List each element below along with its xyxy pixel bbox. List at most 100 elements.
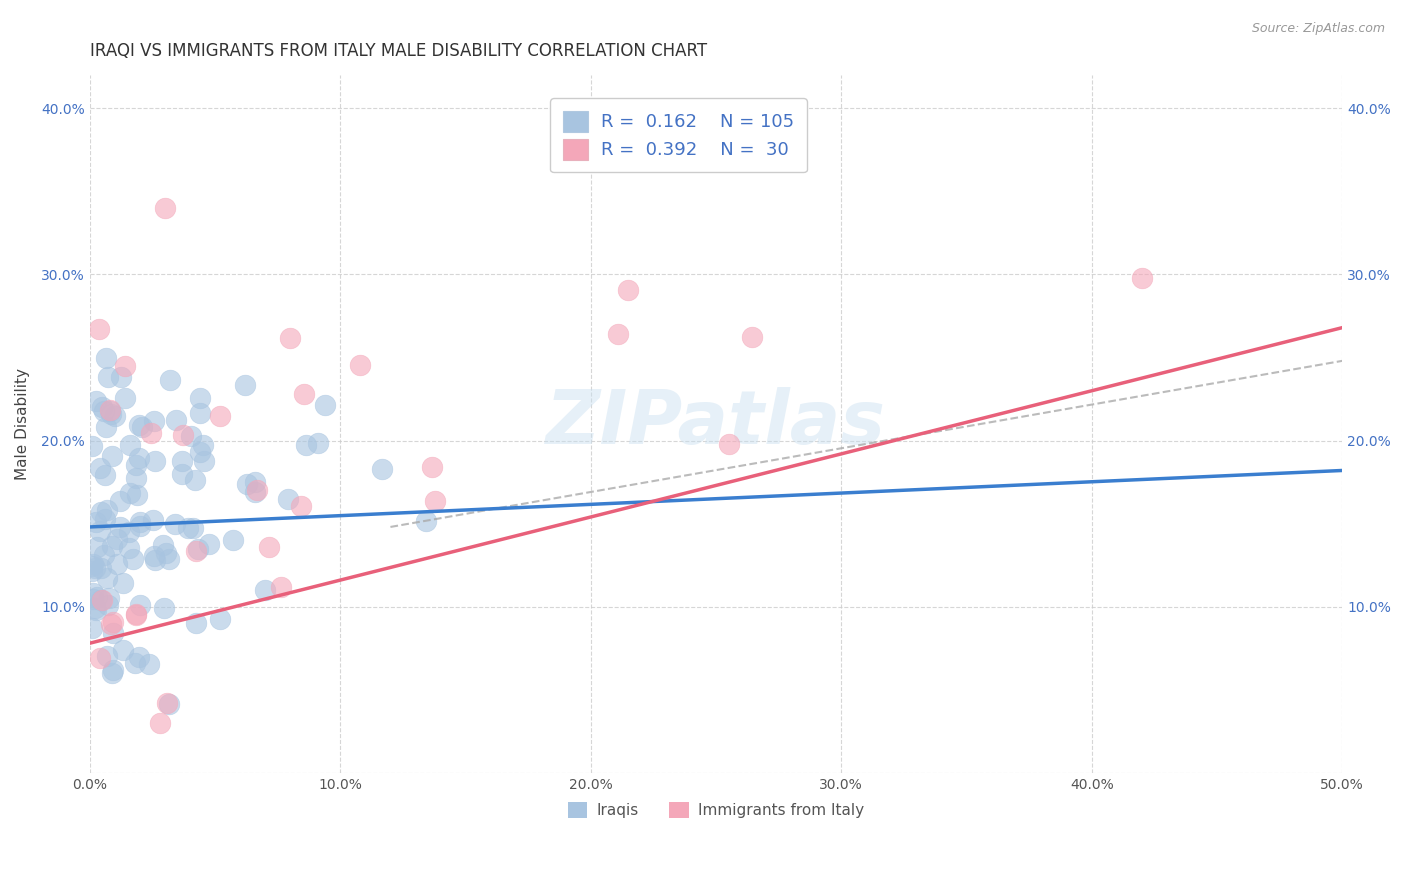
- Point: [278, 330, 301, 344]
- Point: [290, 499, 312, 513]
- Point: [616, 284, 638, 298]
- Point: [606, 326, 628, 341]
- Text: Source: ZipAtlas.com: Source: ZipAtlas.com: [1251, 22, 1385, 36]
- Point: [90, 593, 112, 607]
- Text: IRAQI VS IMMIGRANTS FROM ITALY MALE DISABILITY CORRELATION CHART: IRAQI VS IMMIGRANTS FROM ITALY MALE DISA…: [90, 42, 707, 60]
- Point: [277, 491, 299, 506]
- Point: [96, 571, 118, 585]
- Point: [105, 532, 128, 546]
- Point: [128, 519, 150, 533]
- Point: [125, 608, 148, 623]
- Point: [82, 558, 104, 572]
- Point: [233, 377, 256, 392]
- Point: [1130, 270, 1153, 285]
- Point: [120, 485, 142, 500]
- Point: [103, 663, 125, 677]
- Point: [156, 696, 179, 710]
- Point: [188, 406, 211, 420]
- Point: [128, 650, 150, 665]
- Legend: Iraqis, Immigrants from Italy: Iraqis, Immigrants from Italy: [561, 796, 870, 824]
- Point: [101, 615, 124, 630]
- Point: [100, 449, 122, 463]
- Point: [114, 391, 136, 405]
- Point: [191, 437, 214, 451]
- Point: [420, 460, 443, 475]
- Point: [314, 398, 336, 412]
- Point: [170, 454, 193, 468]
- Point: [100, 616, 122, 631]
- Point: [94, 420, 117, 434]
- Point: [209, 409, 232, 423]
- Point: [82, 621, 104, 635]
- Point: [111, 642, 134, 657]
- Point: [153, 601, 176, 615]
- Point: [84, 561, 107, 575]
- Point: [114, 359, 136, 373]
- Point: [98, 591, 121, 606]
- Point: [124, 656, 146, 670]
- Point: [198, 537, 221, 551]
- Point: [193, 453, 215, 467]
- Point: [118, 524, 141, 539]
- Point: [100, 407, 122, 421]
- Point: [101, 625, 124, 640]
- Point: [96, 351, 118, 365]
- Point: [245, 475, 267, 489]
- Point: [94, 511, 117, 525]
- Point: [118, 438, 141, 452]
- Point: [257, 540, 280, 554]
- Point: [246, 483, 269, 497]
- Point: [125, 471, 148, 485]
- Point: [187, 542, 209, 557]
- Point: [98, 403, 121, 417]
- Point: [143, 549, 166, 563]
- Point: [741, 330, 763, 344]
- Point: [180, 429, 202, 443]
- Point: [717, 437, 740, 451]
- Point: [176, 521, 198, 535]
- Y-axis label: Male Disability: Male Disability: [15, 368, 30, 480]
- Point: [84, 602, 107, 616]
- Point: [84, 515, 107, 529]
- Point: [157, 697, 180, 711]
- Point: [307, 436, 329, 450]
- Point: [96, 648, 118, 663]
- Point: [159, 372, 181, 386]
- Point: [89, 460, 111, 475]
- Point: [101, 666, 124, 681]
- Point: [90, 561, 112, 575]
- Point: [139, 426, 162, 441]
- Point: [149, 715, 172, 730]
- Point: [82, 439, 104, 453]
- Point: [254, 583, 277, 598]
- Point: [235, 476, 257, 491]
- Point: [222, 533, 245, 547]
- Point: [415, 515, 437, 529]
- Point: [110, 370, 132, 384]
- Point: [292, 387, 315, 401]
- Point: [101, 539, 124, 553]
- Point: [86, 590, 108, 604]
- Point: [93, 467, 115, 482]
- Point: [128, 450, 150, 465]
- Point: [105, 557, 128, 571]
- Point: [188, 445, 211, 459]
- Point: [186, 543, 208, 558]
- Point: [82, 565, 104, 579]
- Point: [425, 494, 447, 508]
- Point: [270, 581, 292, 595]
- Point: [93, 548, 115, 562]
- Point: [125, 488, 148, 502]
- Point: [112, 576, 135, 591]
- Point: [170, 467, 193, 482]
- Point: [208, 612, 231, 626]
- Point: [129, 599, 152, 613]
- Point: [128, 418, 150, 433]
- Point: [181, 521, 204, 535]
- Point: [90, 505, 112, 519]
- Point: [142, 513, 165, 527]
- Point: [188, 392, 211, 406]
- Point: [143, 553, 166, 567]
- Point: [87, 322, 110, 336]
- Point: [295, 437, 318, 451]
